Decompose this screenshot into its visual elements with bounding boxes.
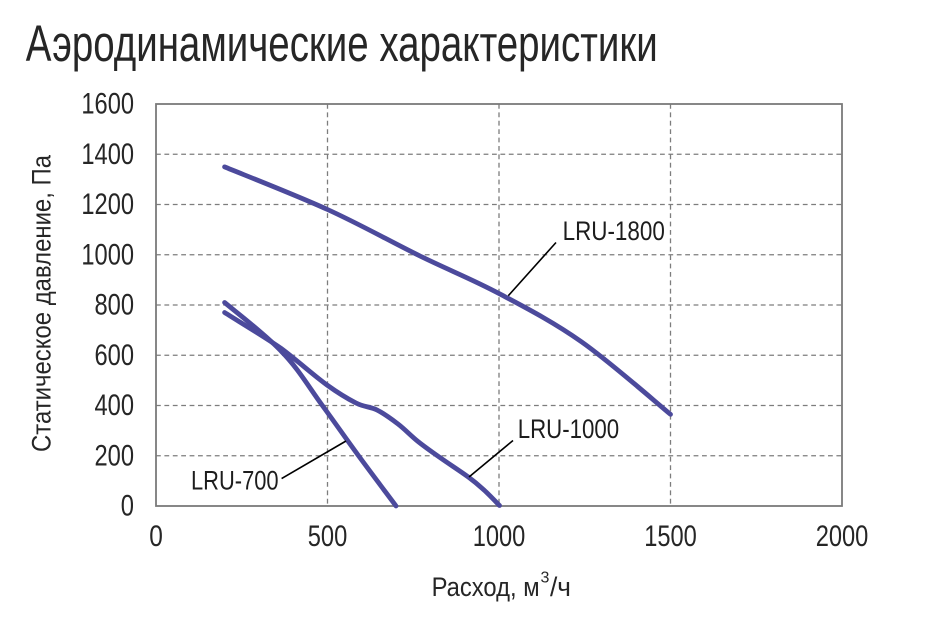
svg-text:0: 0	[149, 520, 163, 553]
svg-text:1600: 1600	[81, 88, 134, 121]
svg-text:Статическое давление, Па: Статическое давление, Па	[27, 154, 57, 452]
svg-text:600: 600	[95, 339, 135, 372]
svg-text:500: 500	[308, 520, 348, 553]
svg-text:1200: 1200	[81, 188, 134, 221]
svg-text:Аэродинамические характеристик: Аэродинамические характеристики	[26, 15, 658, 72]
svg-text:1500: 1500	[644, 520, 697, 553]
svg-text:LRU-1000: LRU-1000	[518, 414, 620, 444]
svg-text:200: 200	[95, 440, 135, 473]
svg-text:/ч: /ч	[550, 572, 571, 602]
svg-text:800: 800	[95, 289, 135, 322]
svg-text:Расход, м: Расход, м	[432, 572, 540, 602]
svg-text:1400: 1400	[81, 138, 134, 171]
svg-text:LRU-700: LRU-700	[191, 466, 279, 496]
svg-text:2000: 2000	[816, 520, 869, 553]
svg-text:LRU-1800: LRU-1800	[563, 216, 665, 246]
svg-text:3: 3	[541, 570, 550, 587]
svg-text:0: 0	[121, 490, 134, 523]
svg-text:1000: 1000	[81, 239, 134, 272]
svg-text:400: 400	[95, 389, 135, 422]
svg-text:1000: 1000	[473, 520, 526, 553]
